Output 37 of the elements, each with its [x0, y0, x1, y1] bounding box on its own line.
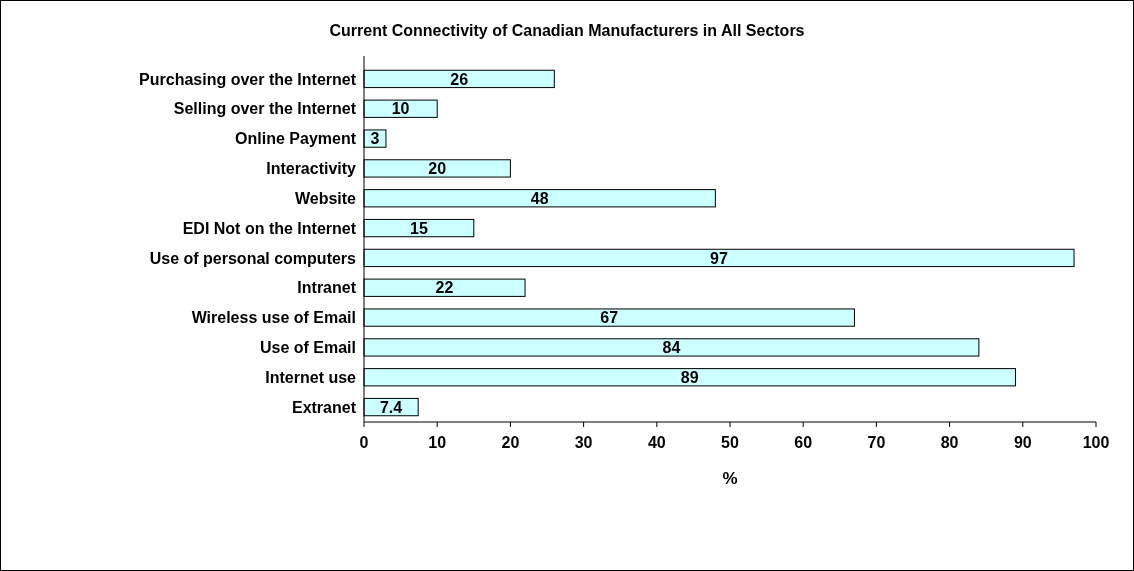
x-tick-label: 100 — [1082, 433, 1110, 451]
y-tick-label: Purchasing over the Internet — [139, 70, 357, 88]
x-tick-label: 0 — [359, 433, 369, 451]
y-tick-label: Selling over the Internet — [173, 100, 357, 118]
x-tick-label: 60 — [794, 433, 813, 451]
y-tick-label: Wireless use of Email — [191, 309, 356, 327]
data-label: 3 — [370, 130, 380, 148]
y-tick-label: Interactivity — [266, 160, 357, 178]
data-label: 97 — [710, 249, 729, 267]
y-tick-label: Internet use — [265, 368, 357, 386]
data-label: 48 — [530, 189, 549, 207]
y-tick-label: Use of personal computers — [149, 249, 357, 267]
data-label: 89 — [680, 368, 699, 386]
x-tick-label: 70 — [867, 433, 886, 451]
data-label: 22 — [435, 279, 454, 297]
x-tick-label: 80 — [940, 433, 959, 451]
y-tick-label: Use of Email — [259, 339, 356, 357]
y-tick-label: Website — [294, 189, 357, 207]
data-label: 67 — [600, 309, 619, 327]
y-tick-label: Online Payment — [235, 130, 357, 148]
data-label: 15 — [410, 219, 428, 237]
y-tick-label: Intranet — [297, 279, 357, 297]
data-label: 84 — [662, 339, 681, 357]
data-label: 10 — [391, 100, 410, 118]
x-tick-label: 30 — [574, 433, 593, 451]
x-tick-label: 20 — [501, 433, 520, 451]
data-label: 26 — [450, 70, 469, 88]
y-tick-label: Extranet — [291, 398, 357, 416]
x-tick-label: 40 — [647, 433, 666, 451]
chart-title: Current Connectivity of Canadian Manufacturers in All Sectors — [329, 22, 805, 39]
x-tick-label: 10 — [428, 433, 447, 451]
x-axis-title: % — [722, 468, 738, 488]
x-tick-label: 50 — [721, 433, 739, 451]
data-label: 7.4 — [379, 398, 403, 416]
y-tick-label: EDI Not on the Internet — [182, 219, 357, 237]
x-tick-label: 90 — [1013, 433, 1032, 451]
data-label: 20 — [428, 160, 447, 178]
